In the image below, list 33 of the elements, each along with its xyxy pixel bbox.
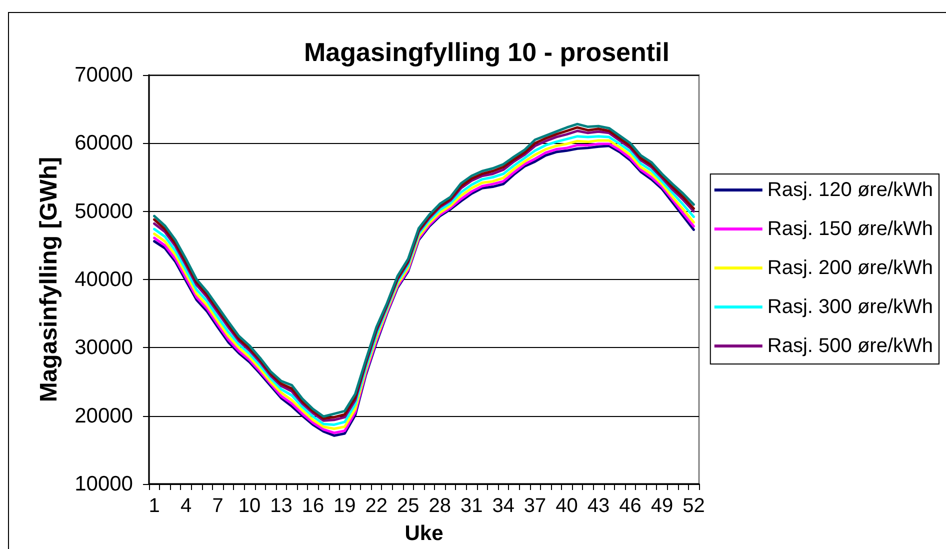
x-tick-label: 52 [682, 495, 705, 517]
x-tick-label: 34 [492, 495, 514, 517]
x-tick-label: 43 [587, 495, 610, 517]
legend-label: Rasj. 150 øre/kWh [767, 218, 934, 240]
legend-label: Rasj. 300 øre/kWh [767, 296, 934, 318]
y-tick-label: 70000 [74, 64, 133, 86]
x-tick-label: 19 [334, 495, 356, 517]
y-tick-label: 50000 [74, 200, 133, 223]
legend-label: Rasj. 120 øre/kWh [767, 179, 934, 201]
x-tick-label: 4 [180, 495, 192, 517]
x-tick-label: 16 [302, 495, 324, 517]
legend-label: Rasj. 500 øre/kWh [767, 335, 934, 357]
y-axis-title: Magasinfylling [GWh] [36, 156, 62, 402]
chart-title: Magasingfylling 10 - prosentil [304, 37, 670, 67]
x-axis-title: Uke [404, 522, 444, 545]
x-tick-label: 1 [148, 495, 160, 517]
x-tick-label: 7 [212, 495, 224, 517]
x-tick-label: 10 [238, 495, 261, 517]
x-tick-label: 28 [428, 495, 451, 517]
y-tick-label: 60000 [74, 132, 133, 155]
x-tick-label: 37 [524, 495, 546, 517]
y-tick-label: 40000 [74, 268, 133, 291]
x-tick-label: 31 [460, 495, 483, 517]
y-tick-label: 10000 [74, 472, 133, 496]
x-tick-label: 49 [650, 495, 674, 517]
legend-label: Rasj. 200 øre/kWh [767, 257, 934, 279]
x-tick-label: 22 [365, 495, 388, 517]
x-tick-label: 40 [556, 495, 578, 517]
x-tick-label: 13 [270, 495, 292, 517]
x-tick-label: 25 [397, 495, 420, 517]
y-tick-label: 20000 [74, 404, 133, 428]
y-tick-label: 30000 [74, 336, 133, 360]
x-tick-label: 46 [619, 495, 642, 517]
